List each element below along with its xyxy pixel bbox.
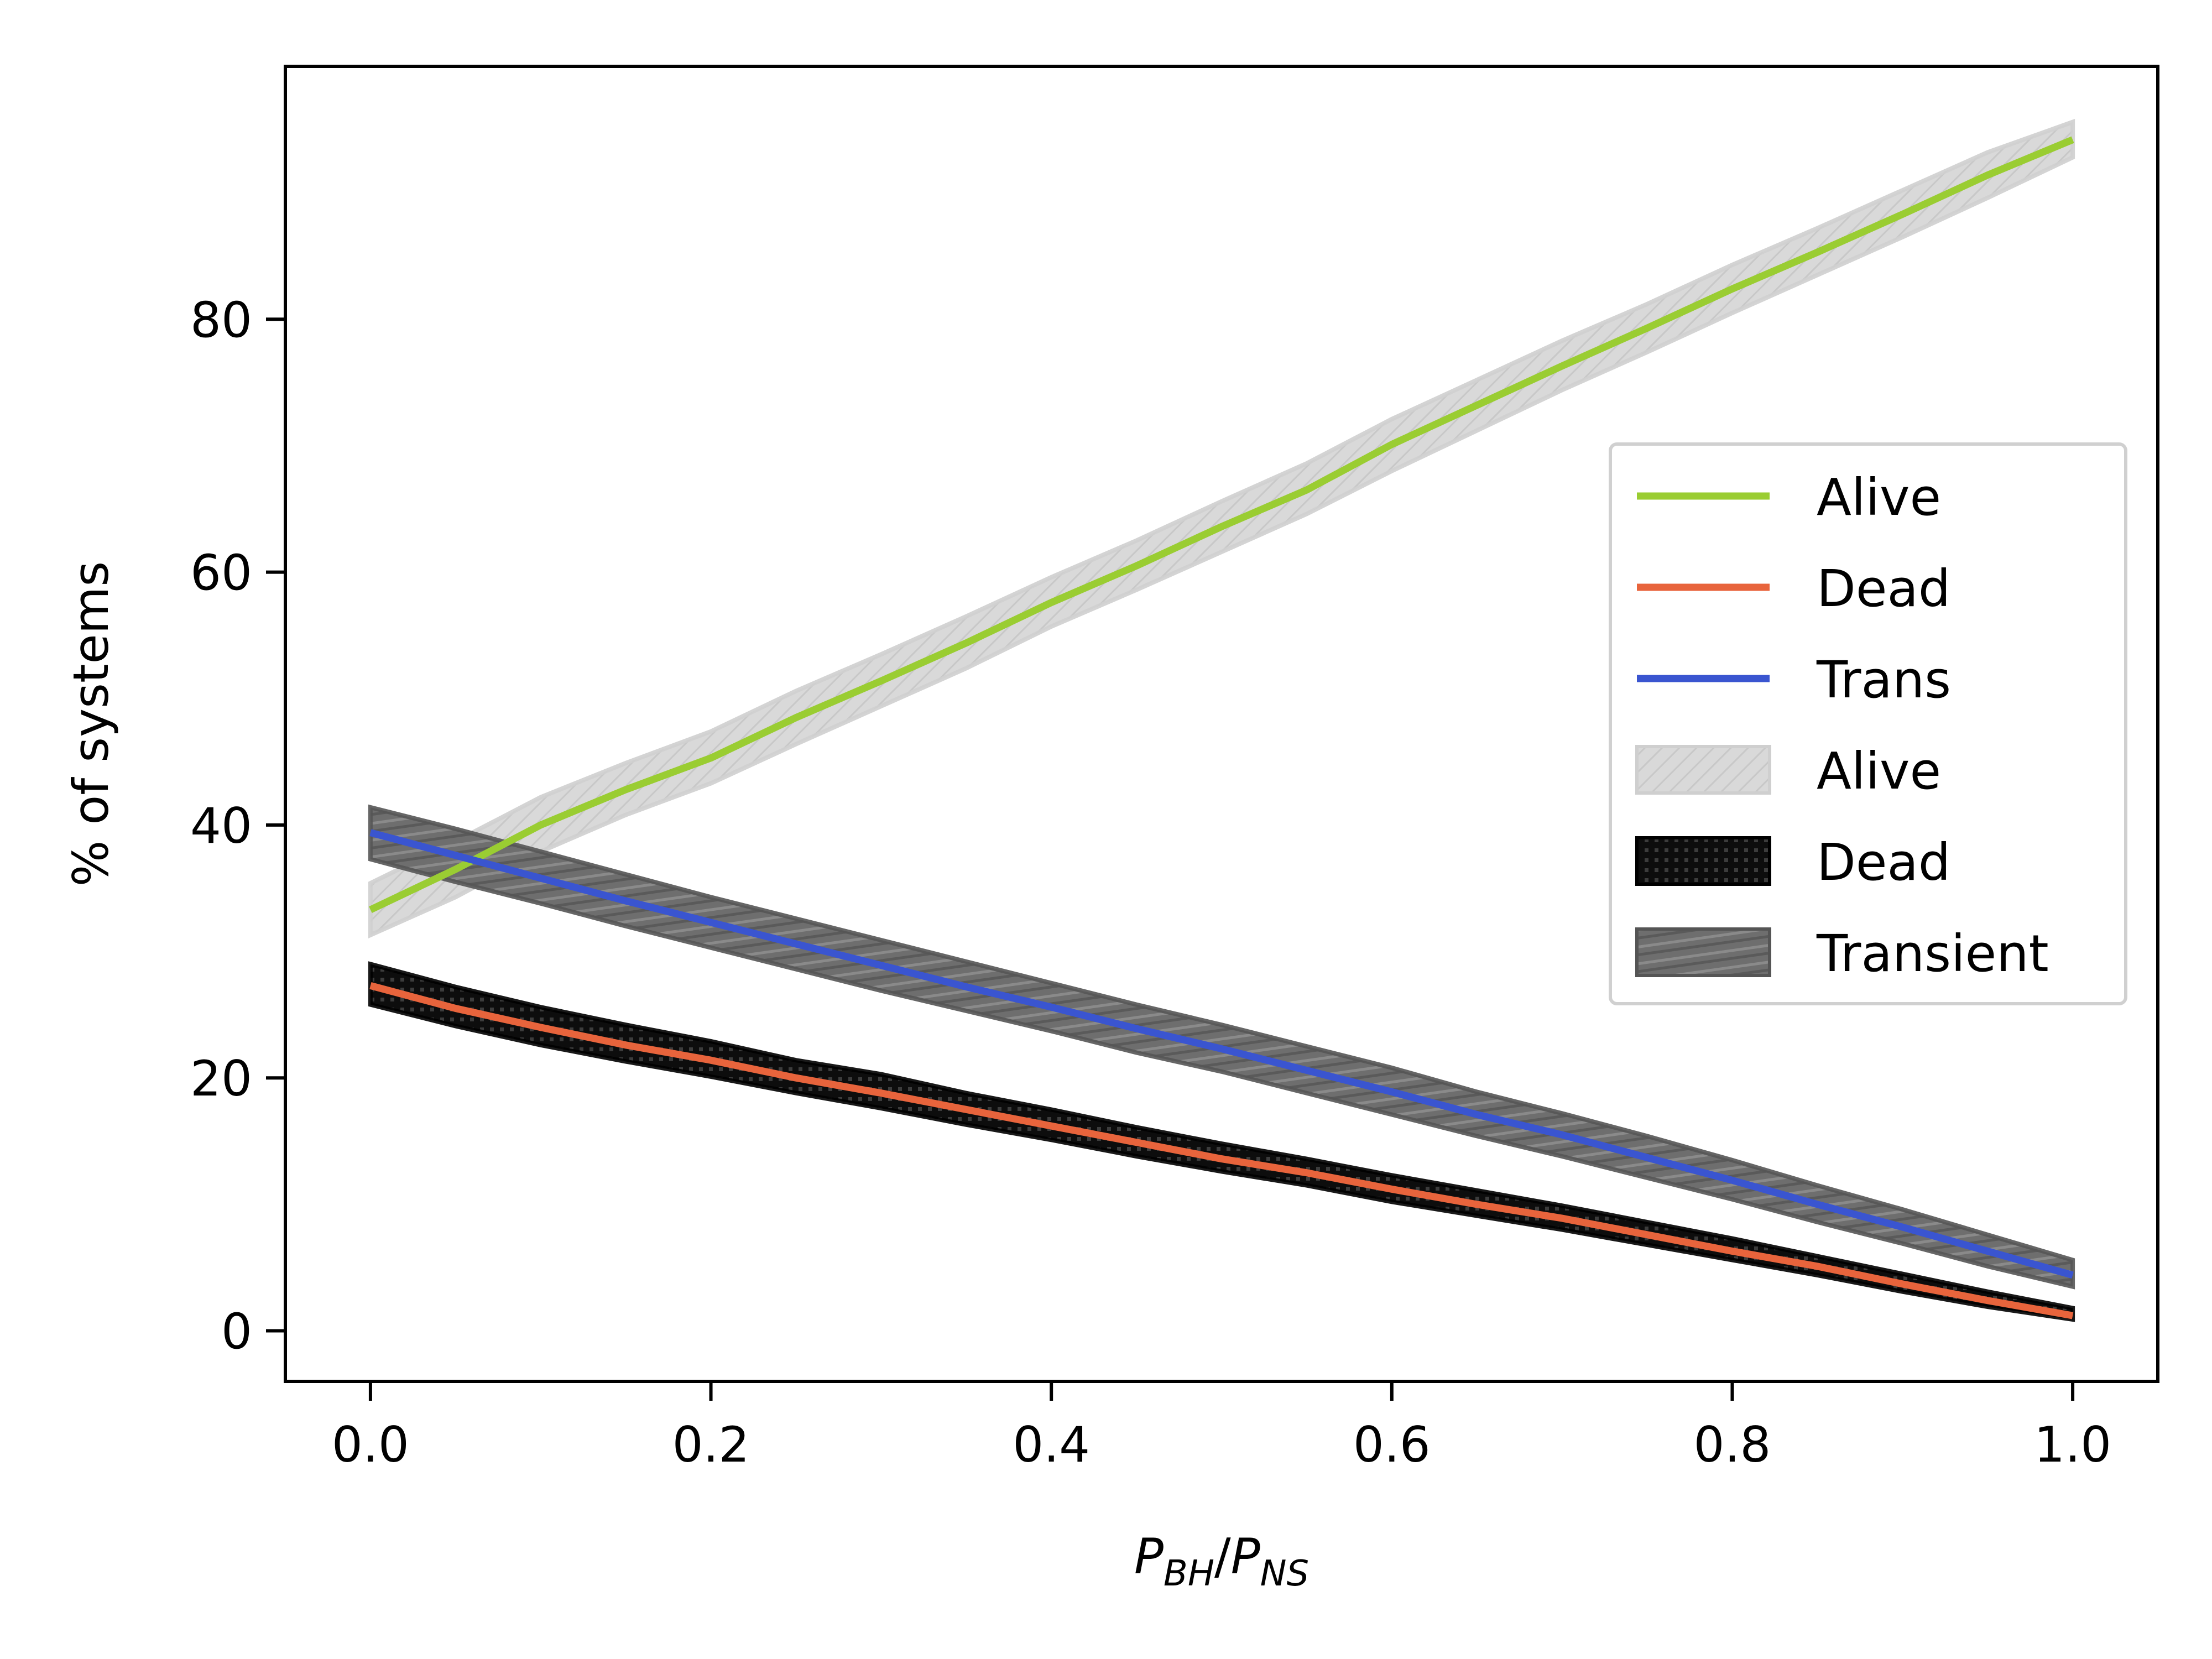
- legend-label: Dead: [1817, 559, 1950, 618]
- legend-patch-alive: [1635, 745, 1771, 795]
- legend: Alive Dead Trans Alive Dead Transient: [1609, 442, 2127, 1005]
- series-line-dead: [369, 982, 2074, 1319]
- x-tick-label: 0.4: [1013, 1416, 1090, 1473]
- y-tick-label: 0: [221, 1303, 252, 1360]
- series-lines: [369, 136, 2074, 1319]
- series-line-trans: [369, 829, 2074, 1279]
- legend-patch-dead: [1635, 836, 1771, 886]
- y-axis-ticks: 0 20 40 60 80: [190, 291, 285, 1360]
- legend-label: Trans: [1816, 650, 1951, 709]
- x-tick-label: 0.2: [672, 1416, 750, 1473]
- legend-patch-transient: [1635, 927, 1771, 977]
- x-tick-label: 0.6: [1353, 1416, 1431, 1473]
- legend-box: [1609, 442, 2127, 1005]
- x-axis-ticks: 0.0 0.2 0.4 0.6 0.8 1.0: [332, 1381, 2111, 1473]
- x-axis-label: PBH/PNS: [1134, 1528, 1309, 1594]
- y-tick-label: 40: [190, 797, 252, 854]
- y-axis-label: % of systems: [62, 561, 119, 886]
- legend-label: Dead: [1817, 833, 1950, 892]
- y-tick-label: 60: [190, 545, 252, 602]
- legend-label: Transient: [1816, 924, 2049, 983]
- x-tick-label: 0.0: [332, 1416, 409, 1473]
- y-tick-label: 80: [190, 291, 252, 348]
- legend-label: Alive: [1817, 468, 1941, 527]
- x-tick-label: 0.8: [1693, 1416, 1771, 1473]
- x-tick-label: 1.0: [2034, 1416, 2111, 1473]
- series-line-alive: [369, 136, 2074, 913]
- plot-frame: [284, 65, 2159, 1383]
- y-tick-label: 20: [190, 1050, 252, 1107]
- band-dead-1: [368, 961, 2075, 1322]
- legend-label: Alive: [1817, 742, 1941, 801]
